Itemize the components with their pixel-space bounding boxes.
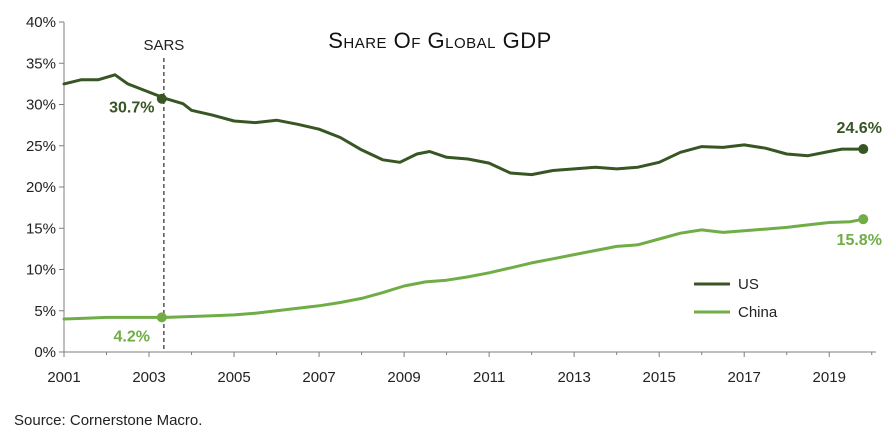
sars-annotation: SARS xyxy=(143,37,184,352)
legend: US China xyxy=(694,276,778,321)
marker-china xyxy=(156,312,167,323)
marker-china xyxy=(858,214,869,225)
x-tick-label: 2003 xyxy=(132,369,165,386)
x-tick-label: 2007 xyxy=(302,369,335,386)
x-tick-labels: 2001 2003 2005 2007 2009 2011 2013 2015 2017 2019 xyxy=(47,352,873,386)
y-tick-label: 25% xyxy=(26,138,56,155)
series-markers xyxy=(156,93,869,323)
x-tick-label: 2013 xyxy=(557,369,590,386)
axes xyxy=(63,22,876,353)
data-label-us: 30.7% xyxy=(109,100,154,117)
y-tick-label: 40% xyxy=(26,14,56,31)
y-tick-label: 0% xyxy=(34,344,56,361)
chart-title: Share Of Global GDP xyxy=(328,28,552,53)
gdp-share-chart: 0%5%10%15%20%25%30%35%40% 2001 2003 2005 20… xyxy=(26,14,882,386)
data-label-china: 4.2% xyxy=(114,328,150,345)
legend-label-us: US xyxy=(738,276,759,293)
x-tick-label: 2017 xyxy=(728,369,761,386)
y-tick-label: 35% xyxy=(26,55,56,72)
y-tick-label: 30% xyxy=(26,97,56,114)
source-note: Source: Cornerstone Macro. xyxy=(14,412,203,429)
series-line-us xyxy=(62,73,865,177)
marker-us xyxy=(156,93,167,104)
marker-us xyxy=(858,144,869,155)
x-tick-label: 2005 xyxy=(217,369,250,386)
y-tick-labels: 0% 5% 10% 15% 20% 25% 30% 35% 40% xyxy=(26,14,64,361)
series-line-china xyxy=(62,217,865,321)
x-tick-label: 2011 xyxy=(473,369,505,386)
y-tick-label: 20% xyxy=(26,179,56,196)
data-label-us: 24.6% xyxy=(837,120,882,137)
x-tick-label: 2015 xyxy=(642,369,675,386)
data-labels: 30.7% 24.6% 4.2% 15.8% xyxy=(109,100,882,346)
y-tick-label: 10% xyxy=(26,262,56,279)
y-tick-label: 5% xyxy=(34,303,56,320)
y-tick-label: 15% xyxy=(26,220,56,237)
sars-label: SARS xyxy=(143,37,184,54)
series-lines xyxy=(62,73,865,321)
x-tick-label: 2001 xyxy=(47,369,80,386)
legend-label-china: China xyxy=(738,304,778,321)
x-tick-label: 2009 xyxy=(387,369,420,386)
x-tick-label: 2019 xyxy=(813,369,846,386)
data-label-china: 15.8% xyxy=(837,232,882,249)
